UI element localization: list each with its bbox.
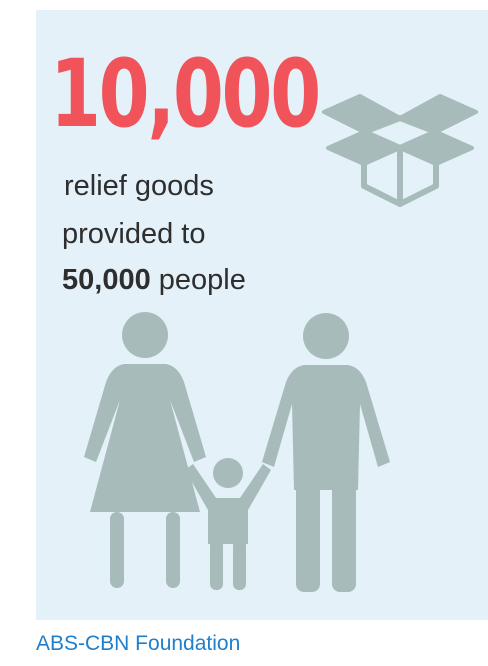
relief-goods-label: relief goods [64, 170, 214, 202]
child-body-icon [185, 464, 271, 544]
source-credit: ABS-CBN Foundation [36, 632, 241, 655]
woman-body-icon [84, 364, 206, 512]
family-icon [84, 312, 390, 592]
provided-to-label: provided to [62, 218, 206, 250]
man-head-icon [303, 313, 349, 359]
woman-head-icon [122, 312, 168, 358]
people-line: 50,000 people [62, 266, 246, 295]
relief-goods-count: 10,000 [50, 40, 321, 149]
people-label: people [158, 264, 246, 296]
man-body-icon [262, 365, 390, 490]
people-count: 50,000 [62, 264, 151, 296]
child-head-icon [213, 458, 243, 488]
box-icon [322, 94, 478, 207]
